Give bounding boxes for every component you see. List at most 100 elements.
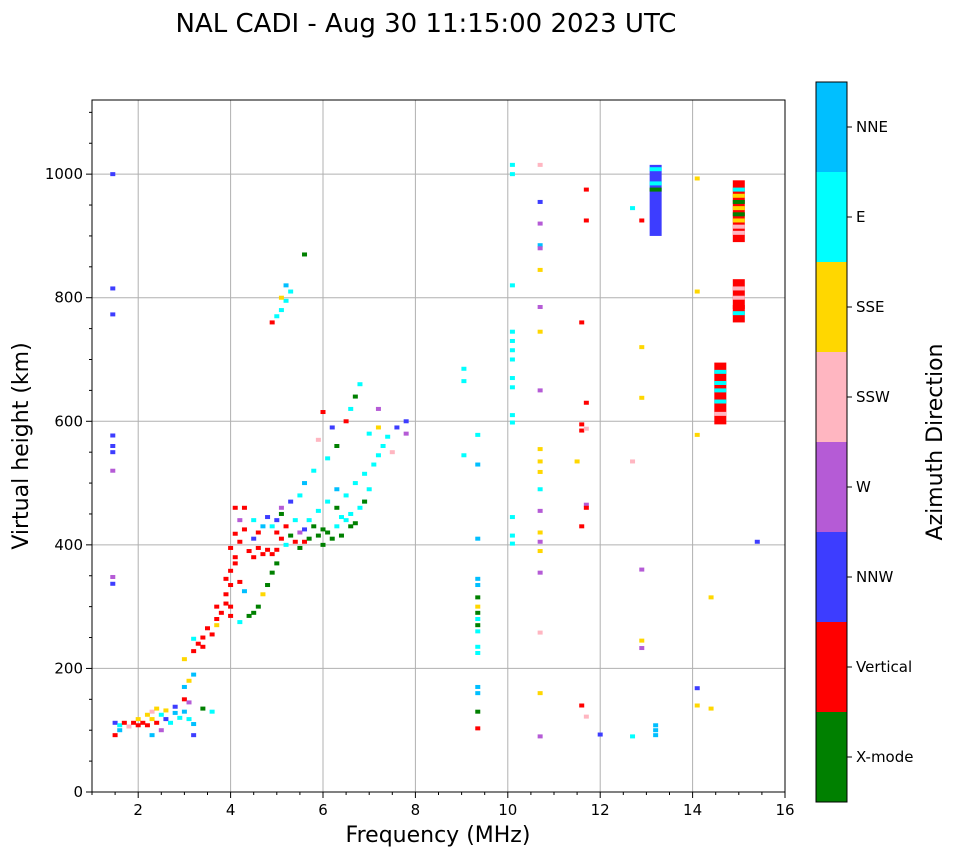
echo-point bbox=[269, 524, 275, 529]
echo-point bbox=[228, 604, 234, 609]
echo-point bbox=[338, 515, 344, 520]
echo-point bbox=[110, 468, 116, 473]
echo-point bbox=[375, 425, 381, 430]
echo-point bbox=[694, 289, 700, 294]
echo-point bbox=[278, 308, 284, 313]
echo-point bbox=[302, 252, 308, 257]
echo-point bbox=[278, 505, 284, 510]
colorbar-tick-label: NNE bbox=[856, 118, 888, 136]
x-tick-label: 14 bbox=[683, 801, 702, 819]
echo-bar bbox=[649, 164, 662, 236]
echo-point bbox=[255, 530, 261, 535]
echo-point bbox=[362, 471, 368, 476]
echo-point bbox=[343, 493, 349, 498]
echo-point bbox=[315, 437, 321, 442]
echo-point bbox=[297, 530, 303, 535]
echo-point bbox=[653, 723, 659, 728]
echo-point bbox=[537, 447, 543, 452]
echo-point bbox=[283, 283, 289, 288]
echo-point bbox=[694, 432, 700, 437]
echo-point bbox=[371, 462, 377, 467]
echo-point bbox=[509, 515, 515, 520]
echo-point bbox=[251, 536, 257, 541]
echo-bar-accent bbox=[732, 187, 745, 192]
colorbar-segment bbox=[816, 352, 847, 442]
echo-point bbox=[537, 549, 543, 554]
echo-point bbox=[117, 723, 123, 728]
echo-point bbox=[475, 604, 481, 609]
echo-point bbox=[583, 505, 589, 510]
colorbar-segment bbox=[816, 712, 847, 802]
echo-point bbox=[537, 267, 543, 272]
colorbar-segment bbox=[816, 442, 847, 532]
echo-point bbox=[537, 329, 543, 334]
echo-point bbox=[251, 610, 257, 615]
echo-point bbox=[288, 533, 294, 538]
x-tick-label: 8 bbox=[411, 801, 421, 819]
echo-point bbox=[110, 286, 116, 291]
echo-point bbox=[186, 678, 192, 683]
echo-point bbox=[509, 533, 515, 538]
echo-point bbox=[255, 545, 261, 550]
echo-point bbox=[537, 691, 543, 696]
colorbar: X-mode Vertical NNW W SSW SSE E NNE bbox=[815, 81, 913, 803]
echo-point bbox=[320, 410, 326, 415]
echo-point bbox=[110, 581, 116, 586]
echo-point bbox=[583, 502, 589, 507]
echo-point bbox=[708, 595, 714, 600]
echo-point bbox=[329, 425, 335, 430]
echo-point bbox=[158, 712, 164, 717]
echo-point bbox=[329, 536, 335, 541]
echo-point bbox=[163, 717, 169, 722]
echo-point bbox=[297, 545, 303, 550]
echo-point bbox=[158, 728, 164, 733]
echo-bar-accent bbox=[714, 369, 727, 374]
echo-point bbox=[135, 717, 141, 722]
echo-point bbox=[283, 524, 289, 529]
echo-point bbox=[191, 636, 197, 641]
data-points bbox=[110, 162, 760, 739]
echo-point bbox=[334, 487, 340, 492]
echo-point bbox=[475, 691, 481, 696]
echo-point bbox=[348, 524, 354, 529]
echo-point bbox=[110, 312, 116, 317]
echo-point bbox=[357, 505, 363, 510]
y-tick-label: 600 bbox=[54, 412, 83, 430]
echo-point bbox=[228, 613, 234, 618]
echo-point bbox=[375, 453, 381, 458]
echo-point bbox=[237, 518, 243, 523]
echo-point bbox=[537, 508, 543, 513]
echo-point bbox=[260, 552, 266, 557]
echo-point bbox=[269, 320, 275, 325]
echo-point bbox=[475, 536, 481, 541]
echo-point bbox=[191, 722, 197, 727]
echo-point bbox=[579, 422, 585, 427]
echo-point bbox=[241, 527, 247, 532]
echo-point bbox=[537, 539, 543, 544]
echo-point bbox=[181, 697, 187, 702]
echo-point bbox=[292, 539, 298, 544]
echo-point bbox=[639, 646, 645, 651]
echo-point bbox=[260, 592, 266, 597]
echo-point bbox=[223, 601, 229, 606]
echo-point bbox=[265, 515, 271, 520]
echo-point bbox=[574, 459, 580, 464]
echo-point bbox=[195, 641, 201, 646]
plot-area-frame bbox=[91, 99, 786, 793]
echo-point bbox=[232, 505, 238, 510]
echo-point bbox=[537, 459, 543, 464]
echo-point bbox=[110, 444, 116, 448]
echo-point bbox=[343, 518, 349, 523]
echo-point bbox=[509, 338, 515, 343]
echo-bar-accent bbox=[714, 411, 727, 416]
echo-point bbox=[149, 733, 155, 738]
echo-point bbox=[583, 714, 589, 719]
echo-point bbox=[537, 734, 543, 739]
echo-point bbox=[509, 413, 515, 418]
echo-point bbox=[302, 527, 308, 532]
echo-point bbox=[251, 555, 257, 560]
echo-point bbox=[163, 708, 169, 713]
echo-point bbox=[126, 724, 132, 729]
echo-point bbox=[509, 329, 515, 334]
